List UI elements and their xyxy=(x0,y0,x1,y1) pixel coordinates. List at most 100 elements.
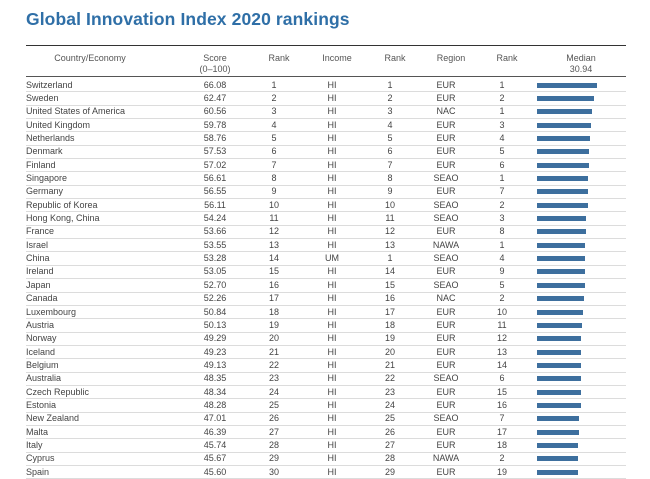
region-rank-cell: 8 xyxy=(473,225,531,240)
region-cell: EUR xyxy=(419,465,473,479)
rank-cell: 14 xyxy=(245,251,303,266)
income-cell: HI xyxy=(303,145,361,160)
country-cell: Japan xyxy=(26,278,185,293)
col-header-country: Country/Economy xyxy=(54,53,126,63)
income-cell: HI xyxy=(303,358,361,373)
table-row: Australia 48.35 23 HI 22 SEAO 6 xyxy=(26,372,626,386)
region-rank-cell: 9 xyxy=(473,265,531,280)
income-cell: HI xyxy=(303,158,361,173)
score-cell: 50.13 xyxy=(185,318,245,333)
median-bar-cell xyxy=(531,412,626,426)
region-cell: NAWA xyxy=(419,452,473,466)
region-rank-cell: 10 xyxy=(473,305,531,320)
median-bar-cell xyxy=(531,225,626,240)
table-row: Singapore 56.61 8 HI 8 SEAO 1 xyxy=(26,171,626,186)
table-row: Iceland 49.23 21 HI 20 EUR 13 xyxy=(26,345,626,360)
country-cell: Israel xyxy=(26,238,185,253)
income-cell: HI xyxy=(303,465,361,479)
region-cell: EUR xyxy=(419,345,473,360)
rank-cell: 8 xyxy=(245,171,303,186)
score-cell: 45.60 xyxy=(185,465,245,479)
table-row: Netherlands 58.76 5 HI 5 EUR 4 xyxy=(26,131,626,146)
income-rank-cell: 1 xyxy=(361,79,419,93)
col-header-region-rank: Rank xyxy=(496,53,518,63)
region-cell: EUR xyxy=(419,438,473,453)
median-bar-cell xyxy=(531,238,626,253)
score-bar xyxy=(537,376,581,382)
country-cell: Norway xyxy=(26,332,185,346)
income-rank-cell: 17 xyxy=(361,305,419,320)
rank-cell: 19 xyxy=(245,318,303,333)
score-cell: 49.23 xyxy=(185,345,245,360)
income-rank-cell: 13 xyxy=(361,238,419,253)
country-cell: Czech Republic xyxy=(26,385,185,400)
score-bar xyxy=(537,362,582,368)
region-rank-cell: 6 xyxy=(473,372,531,386)
rank-cell: 20 xyxy=(245,332,303,346)
table-row: France 53.66 12 HI 12 EUR 8 xyxy=(26,225,626,240)
score-cell: 45.67 xyxy=(185,452,245,466)
country-cell: Italy xyxy=(26,438,185,453)
region-cell: EUR xyxy=(419,91,473,106)
score-bar xyxy=(537,442,579,448)
score-cell: 53.66 xyxy=(185,225,245,240)
region-rank-cell: 11 xyxy=(473,318,531,333)
income-rank-cell: 12 xyxy=(361,225,419,240)
rank-cell: 23 xyxy=(245,372,303,386)
rank-cell: 24 xyxy=(245,385,303,400)
region-cell: EUR xyxy=(419,158,473,173)
region-cell: EUR xyxy=(419,145,473,160)
region-rank-cell: 16 xyxy=(473,398,531,413)
table-row: Finland 57.02 7 HI 7 EUR 6 xyxy=(26,158,626,173)
score-cell: 58.76 xyxy=(185,131,245,146)
income-cell: HI xyxy=(303,131,361,146)
country-cell: Canada xyxy=(26,292,185,306)
score-bar xyxy=(537,122,592,128)
score-bar xyxy=(537,189,589,195)
rank-cell: 30 xyxy=(245,465,303,479)
region-rank-cell: 6 xyxy=(473,158,531,173)
table-row: Italy 45.74 28 HI 27 EUR 18 xyxy=(26,438,626,453)
table-row: Ireland 53.05 15 HI 14 EUR 9 xyxy=(26,265,626,280)
region-rank-cell: 1 xyxy=(473,105,531,120)
score-bar xyxy=(537,216,586,222)
score-bar xyxy=(537,176,589,182)
table-row: Estonia 48.28 25 HI 24 EUR 16 xyxy=(26,398,626,413)
country-cell: Germany xyxy=(26,185,185,200)
score-cell: 53.28 xyxy=(185,251,245,266)
table-row: Denmark 57.53 6 HI 6 EUR 5 xyxy=(26,145,626,160)
income-rank-cell: 20 xyxy=(361,345,419,360)
median-bar-cell xyxy=(531,105,626,120)
rank-cell: 10 xyxy=(245,198,303,213)
income-cell: HI xyxy=(303,305,361,320)
country-cell: Hong Kong, China xyxy=(26,211,185,226)
table-row: United States of America 60.56 3 HI 3 NAC 1 xyxy=(26,105,626,120)
score-cell: 45.74 xyxy=(185,438,245,453)
table-row: Japan 52.70 16 HI 15 SEAO 5 xyxy=(26,278,626,293)
score-cell: 50.84 xyxy=(185,305,245,320)
country-cell: New Zealand xyxy=(26,412,185,426)
region-cell: EUR xyxy=(419,318,473,333)
table-row: China 53.28 14 UM 1 SEAO 4 xyxy=(26,251,626,266)
income-rank-cell: 25 xyxy=(361,412,419,426)
rank-cell: 22 xyxy=(245,358,303,373)
score-cell: 59.78 xyxy=(185,118,245,133)
score-bar xyxy=(537,82,597,88)
score-cell: 52.70 xyxy=(185,278,245,293)
table-row: Germany 56.55 9 HI 9 EUR 7 xyxy=(26,185,626,200)
rank-cell: 4 xyxy=(245,118,303,133)
table-row: United Kingdom 59.78 4 HI 4 EUR 3 xyxy=(26,118,626,133)
top-rule xyxy=(26,45,626,46)
region-rank-cell: 2 xyxy=(473,292,531,306)
region-cell: EUR xyxy=(419,225,473,240)
score-cell: 48.28 xyxy=(185,398,245,413)
income-rank-cell: 23 xyxy=(361,385,419,400)
income-cell: HI xyxy=(303,425,361,440)
income-rank-cell: 16 xyxy=(361,292,419,306)
income-cell: HI xyxy=(303,292,361,306)
income-cell: HI xyxy=(303,452,361,466)
region-rank-cell: 4 xyxy=(473,251,531,266)
rank-cell: 2 xyxy=(245,91,303,106)
region-cell: EUR xyxy=(419,118,473,133)
region-rank-cell: 15 xyxy=(473,385,531,400)
